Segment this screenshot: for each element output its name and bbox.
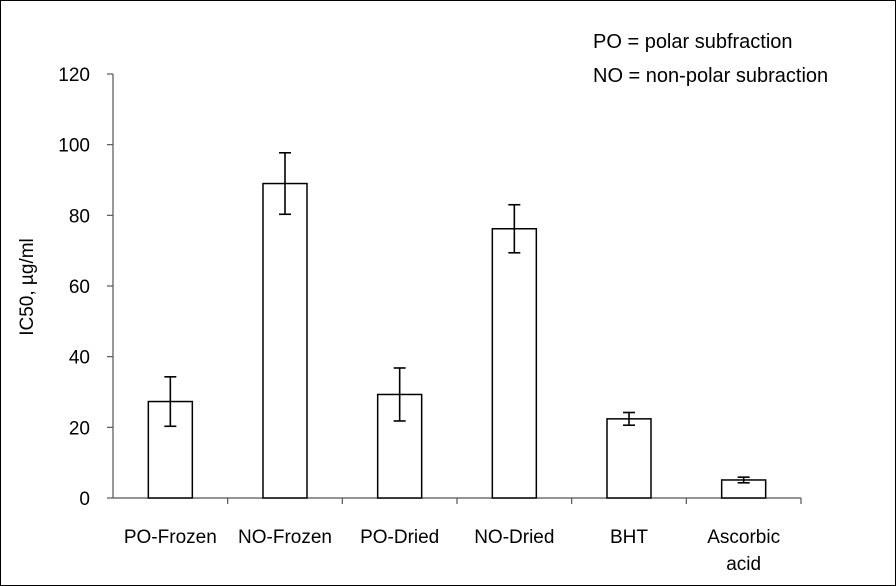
bars [147,182,767,499]
x-category-label: Ascorbic [707,527,780,548]
note-line-no: NO = non-polar subraction [593,65,828,87]
y-axis-title: IC50, µg/ml [17,238,38,336]
x-category-label: PO-Frozen [124,527,217,548]
y-tick-label: 40 [69,348,90,369]
y-tick-label: 120 [58,65,90,86]
y-tick-label: 80 [69,206,90,227]
x-category-label: BHT [610,527,648,548]
bar [262,182,308,499]
x-category-label: NO-Frozen [238,527,332,548]
note-line-po: PO = polar subfraction [593,31,793,53]
x-axis-labels: PO-Frozen NO-Frozen PO-Dried NO-Dried BHT Asc… [124,527,780,575]
bar [606,418,652,499]
y-tick-label: 60 [69,277,90,298]
y-tick-label: 20 [69,418,90,439]
axes [112,74,802,504]
y-axis-ticks: 0 20 40 60 80 100 120 [58,65,113,510]
abbreviation-note: PO = polar subfraction NO = non-polar su… [593,31,828,87]
x-category-label: NO-Dried [474,527,554,548]
x-category-label: acid [726,554,761,575]
error-bars [164,151,750,484]
bar [491,228,538,499]
y-tick-label: 100 [58,136,90,157]
y-tick-label: 0 [79,489,90,510]
x-category-label: PO-Dried [360,527,439,548]
